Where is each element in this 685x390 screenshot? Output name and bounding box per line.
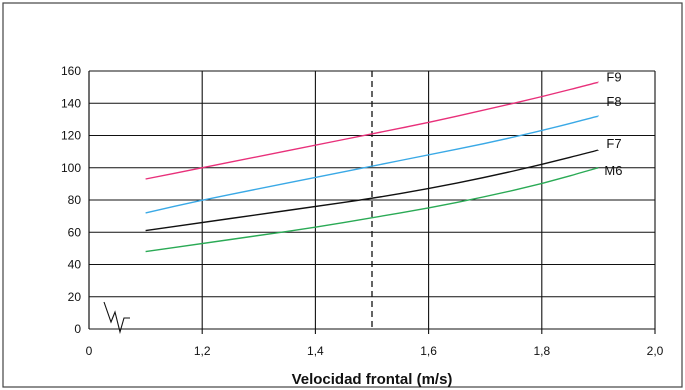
- data-point-f8: [314, 176, 316, 178]
- data-point-f8: [201, 199, 203, 201]
- data-point-f7: [258, 213, 260, 215]
- data-point-f9: [597, 81, 599, 83]
- data-point-m6: [258, 234, 260, 236]
- series-label-f9: F9: [606, 69, 621, 84]
- data-point-f8: [258, 188, 260, 190]
- data-point-f8: [541, 129, 543, 131]
- series-label-f8: F8: [606, 94, 621, 109]
- data-point-f7: [314, 205, 316, 207]
- data-point-f7: [597, 149, 599, 151]
- y-tick-label: 140: [61, 96, 81, 110]
- axis-break-mark: [103, 301, 130, 335]
- data-point-f9: [371, 133, 373, 135]
- data-point-m6: [597, 167, 599, 169]
- x-tick-label: 1,6: [420, 344, 437, 358]
- series-layer: [144, 81, 600, 253]
- y-tick-label: 60: [68, 225, 82, 239]
- data-point-f9: [541, 96, 543, 98]
- data-point-f9: [484, 109, 486, 111]
- y-tick-label: 80: [68, 193, 82, 207]
- data-point-f7: [541, 163, 543, 165]
- axes: [88, 71, 373, 335]
- series-line-f9: [145, 81, 600, 180]
- x-tick-label: 1,2: [194, 344, 211, 358]
- data-point-m6: [541, 183, 543, 185]
- x-tick-label: 2,0: [647, 344, 664, 358]
- data-point-f9: [201, 167, 203, 169]
- data-point-f8: [427, 154, 429, 156]
- data-point-m6: [484, 196, 486, 198]
- data-point-f7: [371, 197, 373, 199]
- data-point-f8: [484, 142, 486, 144]
- data-point-f7: [201, 221, 203, 223]
- data-point-f8: [144, 212, 146, 214]
- series-line-m6: [145, 167, 600, 253]
- y-tick-label: 40: [68, 258, 82, 272]
- series-line-f7: [145, 149, 600, 232]
- y-tick-label: 100: [61, 161, 81, 175]
- x-tick-label: 1,8: [533, 344, 550, 358]
- y-tick-label: 20: [68, 290, 82, 304]
- data-point-f9: [314, 144, 316, 146]
- data-point-m6: [144, 250, 146, 252]
- data-point-f7: [484, 176, 486, 178]
- y-tick-label: 160: [61, 64, 81, 78]
- tick-labels: 0 20 40 60 80 100 120 140 160 1,2 1,4 1,6 1,8 2,0 0 F9 F…: [61, 64, 664, 358]
- y-tick-label: 0: [74, 322, 81, 336]
- series-line-f8: [145, 115, 600, 214]
- x-axis-label: Velocidad frontal (m/s): [292, 371, 453, 388]
- data-point-f8: [371, 165, 373, 167]
- series-label-f7: F7: [606, 136, 621, 151]
- series-label-m6: M6: [604, 163, 622, 178]
- y-tick-label: 120: [61, 129, 81, 143]
- data-point-m6: [371, 217, 373, 219]
- data-point-f8: [597, 115, 599, 117]
- data-point-f9: [258, 155, 260, 157]
- data-point-m6: [314, 226, 316, 228]
- data-point-m6: [427, 207, 429, 209]
- x-tick-label: 1,4: [307, 344, 324, 358]
- x-origin-label: 0: [86, 344, 93, 358]
- data-point-f7: [144, 229, 146, 231]
- data-point-f9: [144, 178, 146, 180]
- data-point-f7: [427, 188, 429, 190]
- data-point-m6: [201, 242, 203, 244]
- data-point-f9: [427, 121, 429, 123]
